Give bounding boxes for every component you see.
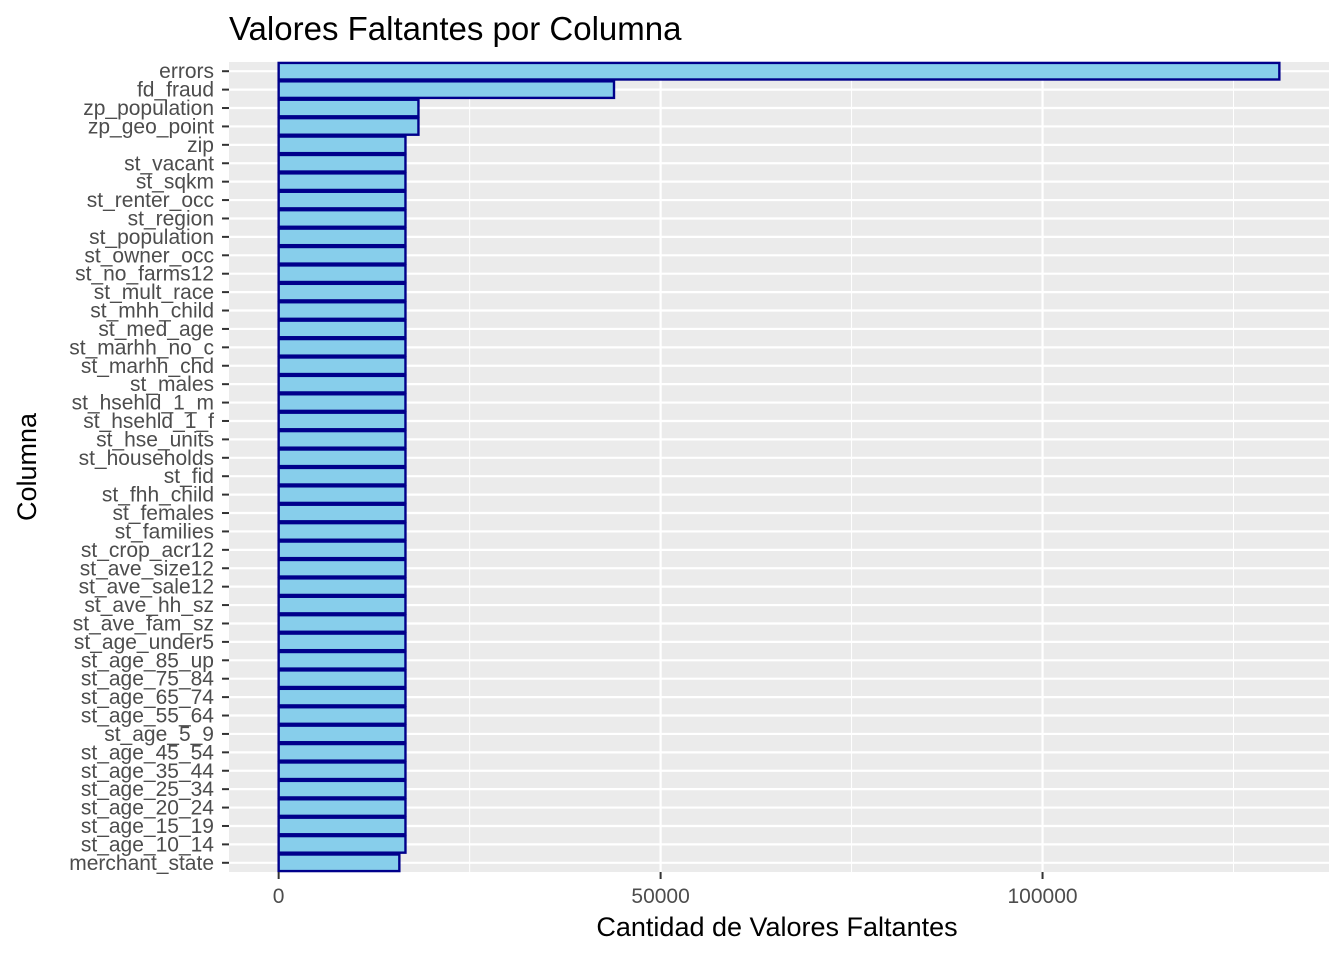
y-tick-label: st_fid [164, 465, 214, 488]
bar [277, 282, 407, 302]
bar [277, 208, 407, 228]
y-tick-label: st_sqkm [136, 171, 214, 194]
bar [277, 853, 401, 873]
bar [277, 724, 407, 744]
bar [277, 172, 407, 192]
bar [277, 190, 407, 210]
x-axis: 0 50000 100000 [273, 872, 1078, 908]
y-tick-label: st_age_35_44 [81, 760, 214, 783]
y-tick-label: merchant_state [69, 852, 214, 875]
bar [277, 411, 407, 431]
bar [277, 613, 407, 633]
y-tick-label: zip [187, 134, 214, 157]
y-tick-label: st_age_85_up [81, 649, 214, 672]
y-tick-label: errors [159, 60, 214, 83]
bar [277, 595, 407, 615]
bar [277, 337, 407, 357]
y-tick-label: st_females [112, 502, 214, 525]
bar [277, 540, 407, 560]
bar [277, 834, 407, 854]
bar [277, 356, 407, 376]
y-tick-label: st_renter_occ [87, 189, 214, 212]
bar [277, 116, 420, 136]
y-tick-label: st_ave_hh_sz [84, 594, 214, 617]
bar [277, 374, 407, 394]
y-tick-label: st_mhh_child [90, 300, 214, 323]
bar [277, 761, 407, 781]
bar [277, 577, 407, 597]
bar [277, 393, 407, 413]
y-tick-label: st_age_75_84 [81, 668, 214, 691]
bar [277, 448, 407, 468]
y-tick-label: st_households [79, 447, 214, 470]
y-tick-label: st_crop_acr12 [81, 539, 214, 562]
bar [277, 669, 407, 689]
y-tick-label: st_marhh_no_c [69, 336, 214, 359]
y-tick-label: st_age_10_14 [81, 833, 214, 856]
y-tick-label: st_vacant [124, 152, 214, 175]
y-tick-label: st_hsehld_1_f [83, 410, 214, 433]
bar [277, 742, 407, 762]
bar [277, 706, 407, 726]
y-tick-label: st_population [89, 226, 214, 249]
x-tick-label: 100000 [1008, 885, 1078, 908]
y-tick-label: st_age_15_19 [81, 815, 214, 838]
y-tick-label: zp_population [83, 97, 214, 120]
bar [277, 650, 407, 670]
y-tick-label: st_males [130, 373, 214, 396]
bar [277, 779, 407, 799]
x-tick-label: 0 [273, 885, 285, 908]
bar [277, 135, 407, 155]
bar [277, 485, 407, 505]
y-tick-label: st_age_20_24 [81, 797, 214, 820]
bar [277, 319, 407, 339]
y-tick-label: st_age_5_9 [104, 723, 214, 746]
y-tick-label: st_ave_size12 [80, 557, 214, 580]
x-axis-title: Cantidad de Valores Faltantes [596, 912, 957, 942]
bar [277, 632, 407, 652]
chart-title: Valores Faltantes por Columna [229, 10, 682, 47]
y-tick-label: st_hsehld_1_m [72, 392, 214, 415]
bar [277, 301, 407, 321]
bar [277, 798, 407, 818]
bar [277, 558, 407, 578]
y-tick-label: st_age_65_74 [81, 686, 214, 709]
bar [277, 521, 407, 541]
bar [277, 98, 420, 118]
y-tick-label: st_hse_units [96, 428, 214, 451]
bar [277, 429, 407, 449]
y-tick-label: st_age_45_54 [81, 741, 214, 764]
y-tick-label: st_med_age [98, 318, 214, 341]
y-tick-label: st_mult_race [94, 281, 214, 304]
y-tick-label: st_no_farms12 [75, 263, 214, 286]
bar [277, 503, 407, 523]
bar [277, 227, 407, 247]
y-axis-title: Columna [12, 412, 42, 521]
y-tick-label: st_fhh_child [102, 484, 214, 507]
y-tick-label: st_ave_fam_sz [73, 612, 214, 635]
y-tick-label: st_ave_sale12 [79, 576, 214, 599]
y-tick-label: st_age_55_64 [81, 705, 214, 728]
bar [277, 80, 616, 100]
y-tick-label: fd_fraud [137, 79, 214, 102]
y-tick-label: zp_geo_point [88, 115, 214, 138]
bars [277, 61, 1281, 873]
y-tick-label: st_families [115, 520, 214, 543]
y-tick-label: st_age_25_34 [81, 778, 214, 801]
y-axis: errorsfd_fraudzp_populationzp_geo_pointz… [69, 60, 229, 875]
y-tick-label: st_owner_occ [84, 244, 214, 267]
bar [277, 687, 407, 707]
bar [277, 245, 407, 265]
x-tick-label: 50000 [631, 885, 689, 908]
bar [277, 816, 407, 836]
y-tick-label: st_marhh_chd [81, 355, 214, 378]
y-tick-label: st_region [128, 207, 214, 230]
plot-panel [229, 62, 1329, 872]
bar [277, 153, 407, 173]
bar [277, 61, 1281, 81]
bar [277, 466, 407, 486]
bar [277, 264, 407, 284]
y-tick-label: st_age_under5 [74, 631, 214, 654]
